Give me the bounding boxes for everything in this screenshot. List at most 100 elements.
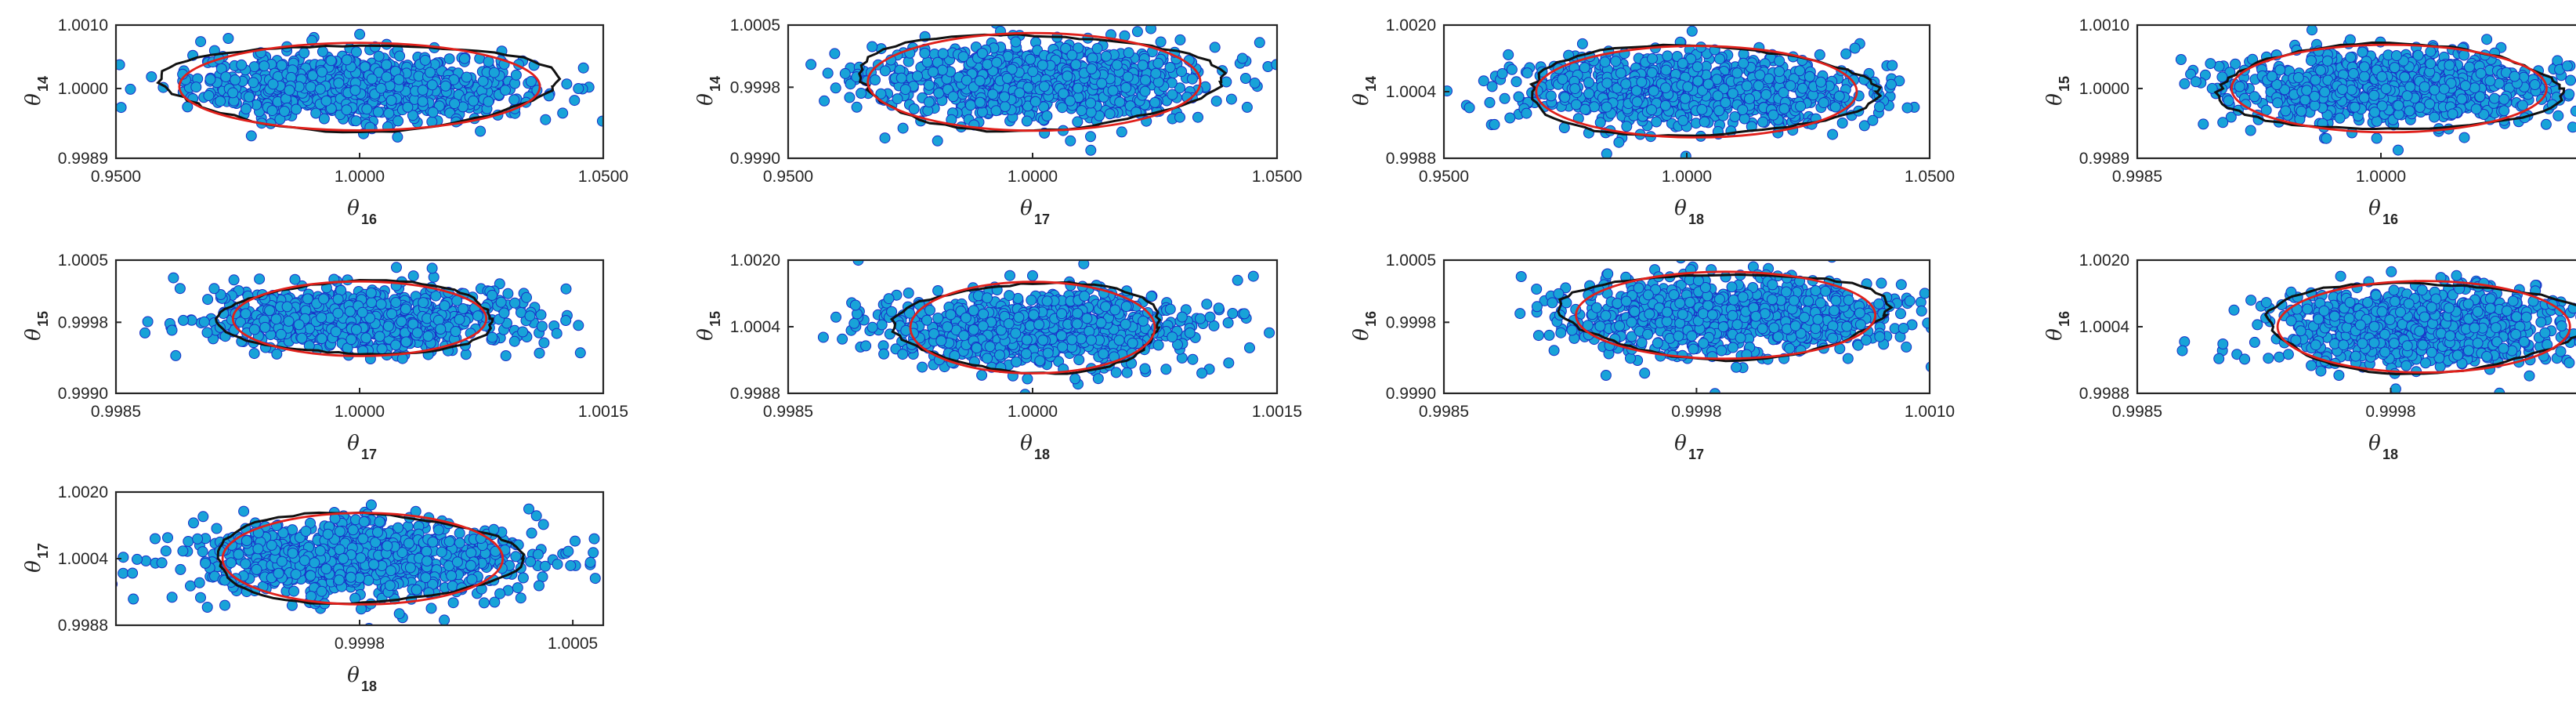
scatter-point [1001, 72, 1013, 84]
x-tick-label: 1.0500 [1905, 168, 1955, 186]
scatter-point [440, 80, 451, 92]
x-axis-label-subscript: 17 [1034, 212, 1050, 227]
y-tick-label: 1.0005 [730, 16, 780, 34]
scatter-point [974, 96, 986, 108]
scatter-point [502, 288, 514, 299]
x-tick-label: 0.9500 [763, 168, 813, 186]
scatter-point [2357, 46, 2368, 58]
scatter-point [439, 300, 450, 312]
scatter-point [577, 62, 589, 74]
scatter-point [220, 71, 232, 83]
scatter-point [1150, 67, 1162, 79]
scatter-point [500, 350, 512, 361]
scatter-point [386, 308, 398, 320]
scatter-point [2419, 81, 2430, 92]
scatter-point [283, 315, 295, 327]
scatter-point [2425, 45, 2437, 57]
scatter-point [1010, 36, 1022, 48]
scatter-point [254, 273, 266, 285]
x-tick-label: 1.0000 [1662, 168, 1712, 186]
scatter-point [2223, 95, 2234, 107]
x-tick-label: 0.9500 [1419, 168, 1469, 186]
scatter-point [1478, 75, 1489, 87]
scatter-point [822, 67, 834, 79]
scatter-point [400, 336, 412, 348]
scatter-point [1091, 42, 1103, 54]
subplot-4: 0.99851.00001.00150.99891.00001.0010θ16θ… [2043, 16, 2576, 227]
scatter-point [2309, 100, 2321, 111]
scatter-point [1885, 78, 1897, 90]
scatter-point [366, 297, 378, 308]
scatter-point [391, 262, 402, 273]
scatter-point [2567, 121, 2576, 133]
scatter-point [318, 293, 330, 305]
scatter-point [2529, 79, 2541, 90]
scatter-point [2321, 55, 2333, 67]
y-tick-label: 0.9989 [2079, 150, 2129, 168]
scatter-point [829, 48, 841, 60]
scatter-point [837, 333, 848, 345]
x-axis-label: θ [347, 197, 360, 220]
scatter-point [875, 88, 887, 100]
scatter-point [1588, 101, 1600, 113]
scatter-point [1648, 85, 1659, 97]
scatter-point [375, 82, 387, 94]
scatter-point [284, 85, 295, 96]
scatter-point [341, 54, 353, 66]
scatter-point [2296, 105, 2307, 117]
scatter-point [426, 262, 438, 274]
scatter-point [460, 349, 472, 360]
scatter-point [1599, 56, 1611, 68]
scatter-point [342, 274, 353, 286]
scatter-point [1137, 60, 1149, 71]
scatter-point [241, 103, 251, 114]
scatter-point [1014, 87, 1026, 99]
scatter-point [2424, 98, 2436, 110]
scatter-point [1601, 101, 1612, 113]
scatter-point [1677, 114, 1689, 126]
y-tick-label: 0.9998 [58, 313, 108, 331]
scatter-point [2292, 72, 2304, 83]
scatter-point [422, 331, 434, 342]
scatter-point [198, 316, 210, 328]
scatter-point [407, 318, 419, 330]
scatter-point [168, 272, 179, 284]
scatter-point [602, 114, 603, 119]
scatter-point [296, 332, 308, 344]
scatter-point [2345, 52, 2357, 63]
scatter-point [1174, 111, 1185, 123]
scatter-point [392, 131, 403, 143]
scatter-point [819, 95, 830, 107]
scatter-point [851, 101, 863, 113]
scatter-point [2470, 103, 2482, 115]
x-tick-label: 0.9500 [91, 168, 141, 186]
scatter-point [2389, 62, 2401, 74]
scatter-point [376, 343, 388, 355]
scatter-point [417, 96, 429, 107]
scatter-point [203, 90, 215, 101]
scatter-point [879, 132, 891, 144]
scatter-point [895, 72, 907, 84]
scatter-point [483, 56, 494, 67]
scatter-point [1037, 60, 1048, 71]
scatter-point [2348, 67, 2359, 79]
scatter-point [1836, 118, 1848, 128]
scatter-point [1601, 78, 1613, 89]
scatter-point [2498, 93, 2510, 105]
scatter-point [557, 107, 569, 119]
scatter-point [227, 87, 239, 99]
x-tick-label: 1.0000 [2356, 168, 2406, 186]
scatter-point [1222, 317, 1234, 328]
scatter-point [449, 98, 461, 110]
scatter-point [1254, 37, 1265, 49]
scatter-point [365, 287, 377, 299]
scatter-point [912, 71, 923, 82]
scatter-point [1818, 97, 1829, 109]
scatter-point [316, 333, 327, 345]
scatter-point [1513, 91, 1525, 103]
scatter-point [1569, 83, 1581, 95]
scatter-point [817, 331, 829, 343]
scatter-point [536, 320, 548, 332]
scatter-point [573, 320, 584, 331]
